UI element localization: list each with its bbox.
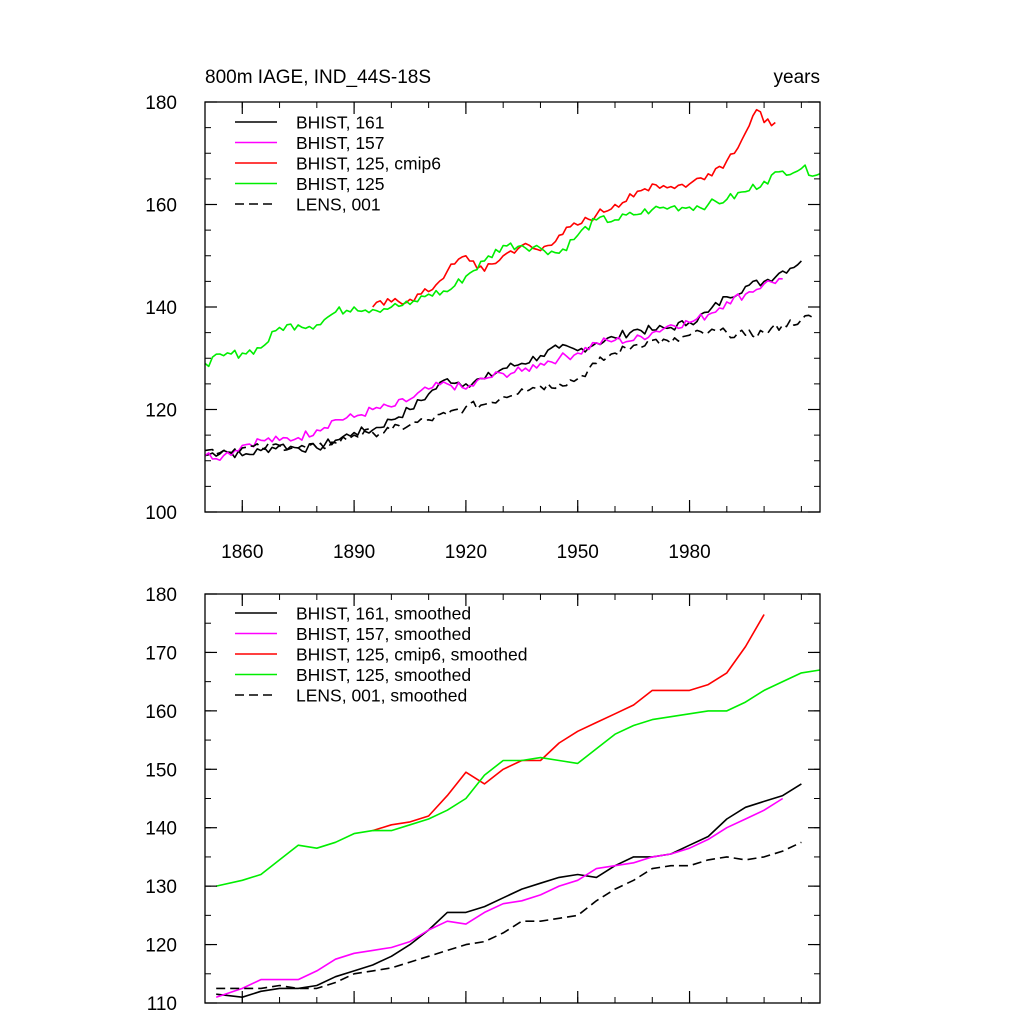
chart-title: 800m IAGE, IND_44S-18S bbox=[205, 67, 431, 88]
y-tick-label: 140 bbox=[145, 819, 177, 840]
y-tick-label: 160 bbox=[145, 702, 177, 723]
legend-label-3: BHIST, 125 bbox=[296, 174, 385, 194]
y-tick-label: 180 bbox=[145, 585, 177, 606]
x-tick-label: 1980 bbox=[668, 542, 710, 563]
x-tick-label: 1920 bbox=[445, 542, 487, 563]
legend-label-4: LENS, 001 bbox=[296, 195, 381, 215]
x-tick-label: 1890 bbox=[333, 542, 375, 563]
y-tick-label: 180 bbox=[145, 93, 177, 114]
y-tick-label: 120 bbox=[145, 401, 177, 422]
y-tick-label: 110 bbox=[147, 994, 177, 1015]
y-tick-label: 150 bbox=[145, 760, 177, 781]
x-tick-label: 1950 bbox=[557, 542, 599, 563]
series-line-1 bbox=[215, 797, 784, 998]
y-tick-label: 160 bbox=[145, 196, 177, 217]
series-line-2 bbox=[372, 614, 765, 832]
y-tick-label: 100 bbox=[145, 503, 177, 524]
units-label: years bbox=[774, 67, 820, 88]
series-line-3 bbox=[216, 669, 821, 887]
legend-label-0: BHIST, 161 bbox=[296, 113, 385, 133]
series-line-3 bbox=[204, 164, 821, 368]
series-line-4 bbox=[204, 314, 813, 455]
series-line-2 bbox=[372, 108, 776, 308]
y-tick-label: 170 bbox=[145, 643, 177, 664]
legend-label-0: BHIST, 161, smoothed bbox=[296, 604, 471, 624]
legend-label-1: BHIST, 157, smoothed bbox=[296, 624, 471, 644]
series-line-0 bbox=[216, 783, 802, 999]
y-tick-label: 140 bbox=[145, 298, 177, 319]
legend-label-4: LENS, 001, smoothed bbox=[296, 686, 467, 706]
y-tick-label: 120 bbox=[145, 936, 177, 957]
legend-label-3: BHIST, 125, smoothed bbox=[296, 665, 471, 685]
legend-label-1: BHIST, 157 bbox=[296, 133, 385, 153]
series-line-1 bbox=[204, 277, 783, 462]
series-line-4 bbox=[216, 841, 802, 990]
legend-label-2: BHIST, 125, cmip6, smoothed bbox=[296, 645, 528, 665]
series-line-0 bbox=[204, 260, 802, 459]
y-tick-label: 130 bbox=[145, 877, 177, 898]
x-tick-label: 1860 bbox=[221, 542, 263, 563]
legend-label-2: BHIST, 125, cmip6 bbox=[296, 154, 441, 174]
